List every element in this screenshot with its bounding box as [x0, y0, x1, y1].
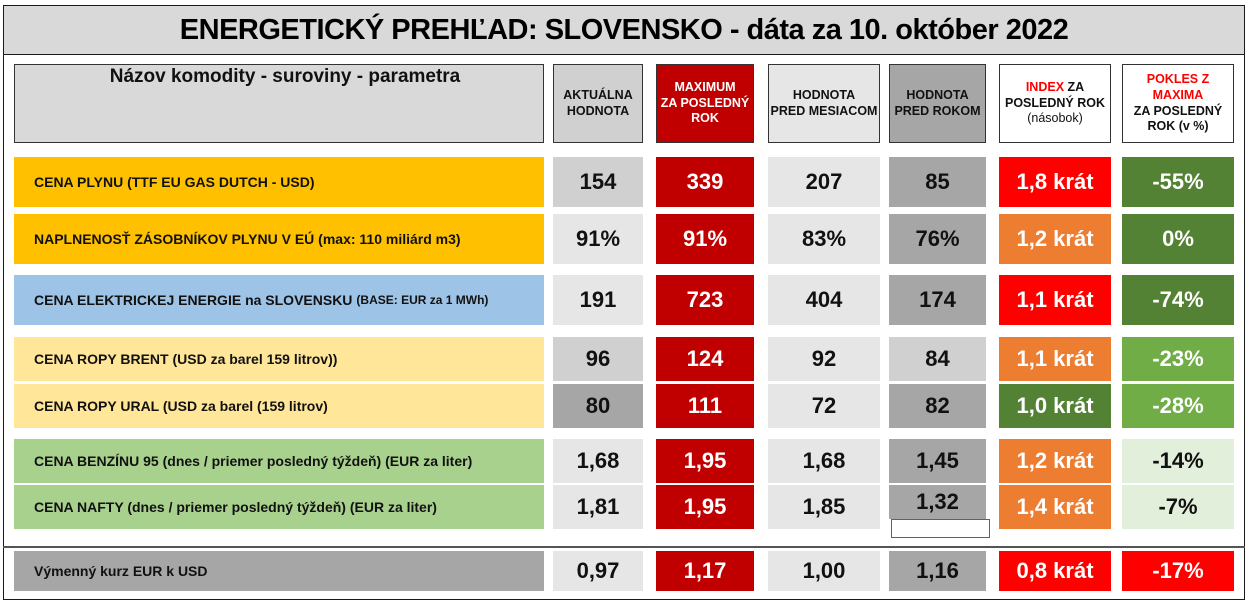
row-oil-brent-index: 1,1 krát [999, 337, 1111, 381]
row-exchange-name: Výmenný kurz EUR k USD [14, 551, 544, 591]
row-gas-storage-year: 76% [889, 214, 986, 264]
row-gas-price-index: 1,8 krát [999, 157, 1111, 207]
row-gas-storage-max: 91% [656, 214, 754, 264]
row-gas-price-name: CENA PLYNU (TTF EU GAS DUTCH - USD) [14, 157, 544, 207]
row-gas-storage-drop: 0% [1122, 214, 1234, 264]
row-exchange-year: 1,16 [889, 551, 986, 591]
row-petrol-index: 1,2 krát [999, 439, 1111, 483]
row-oil-ural-month: 72 [768, 384, 880, 428]
row-gas-price-current: 154 [553, 157, 643, 207]
row-electricity-note: (BASE: EUR za 1 MWh) [356, 293, 489, 307]
header-drop: POKLES Z MAXIMA ZA POSLEDNÝ ROK (v %) [1122, 64, 1234, 143]
header-current-line2: HODNOTA [566, 103, 630, 118]
header-index-line1: INDEX ZA [1026, 80, 1084, 96]
row-diesel-month: 1,85 [768, 485, 880, 529]
row-electricity-current: 191 [553, 275, 643, 325]
row-gas-price-drop: -55% [1122, 157, 1234, 207]
row-exchange-drop: -17% [1122, 551, 1234, 591]
row-exchange-current: 0,97 [553, 551, 643, 591]
row-oil-ural-current: 80 [553, 384, 643, 428]
row-oil-brent-current: 96 [553, 337, 643, 381]
header-max-line2: ZA POSLEDNÝ [660, 95, 750, 110]
header-month-line2: PRED MESIACOM [770, 103, 878, 118]
row-oil-ural-year: 82 [889, 384, 986, 428]
divider-summary [3, 546, 1245, 548]
row-electricity-name: CENA ELEKTRICKEJ ENERGIE na SLOVENSKU (BA… [14, 275, 544, 325]
row-gas-storage-name: NAPLNENOSŤ ZÁSOBNÍKOV PLYNU V EÚ (max: 1… [14, 214, 544, 264]
row-diesel-drop: -7% [1122, 485, 1234, 529]
row-petrol-drop: -14% [1122, 439, 1234, 483]
row-exchange-month: 1,00 [768, 551, 880, 591]
row-diesel-name: CENA NAFTY (dnes / priemer posledný týžd… [14, 485, 544, 529]
row-electricity-label: CENA ELEKTRICKEJ ENERGIE na SLOVENSKU [34, 292, 353, 308]
header-month-line1: HODNOTA [792, 87, 856, 102]
header-max-line3: ROK [691, 111, 719, 126]
row-petrol-month: 1,68 [768, 439, 880, 483]
header-drop-line2: MAXIMA [1152, 87, 1204, 102]
row-gas-price-max: 339 [656, 157, 754, 207]
row-oil-ural-max: 111 [656, 384, 754, 428]
selected-cell-outline[interactable] [891, 519, 990, 538]
header-index-line2: POSLEDNÝ ROK [1004, 95, 1105, 110]
header-index-accent: INDEX [1025, 80, 1065, 95]
row-diesel-index: 1,4 krát [999, 485, 1111, 529]
row-gas-price-month: 207 [768, 157, 880, 207]
row-oil-ural-name: CENA ROPY URAL (USD za barel (159 litrov… [14, 384, 544, 428]
header-year: HODNOTA PRED ROKOM [889, 64, 986, 143]
row-electricity-drop: -74% [1122, 275, 1234, 325]
header-drop-line1: POKLES Z [1146, 72, 1210, 87]
row-exchange-index: 0,8 krát [999, 551, 1111, 591]
row-gas-storage-index: 1,2 krát [999, 214, 1111, 264]
header-index-line3: (násobok) [1027, 111, 1083, 126]
row-electricity-index: 1,1 krát [999, 275, 1111, 325]
header-drop-line4: ROK (v %) [1147, 119, 1209, 134]
row-oil-brent-drop: -23% [1122, 337, 1234, 381]
row-petrol-name: CENA BENZÍNU 95 (dnes / priemer posledný… [14, 439, 544, 483]
header-max-line1: MAXIMUM [674, 80, 736, 95]
row-oil-brent-name: CENA ROPY BRENT (USD za barel 159 litrov… [14, 337, 544, 381]
header-current: AKTUÁLNA HODNOTA [553, 64, 643, 143]
row-petrol-current: 1,68 [553, 439, 643, 483]
row-oil-ural-drop: -28% [1122, 384, 1234, 428]
header-drop-line3: ZA POSLEDNÝ [1133, 103, 1223, 118]
header-year-line1: HODNOTA [906, 87, 969, 102]
row-oil-ural-index: 1,0 krát [999, 384, 1111, 428]
row-diesel-max: 1,95 [656, 485, 754, 529]
row-gas-price-year: 85 [889, 157, 986, 207]
row-petrol-max: 1,95 [656, 439, 754, 483]
header-name: Názov komodity - suroviny - parametra [14, 64, 544, 143]
row-diesel-current: 1,81 [553, 485, 643, 529]
row-oil-brent-max: 124 [656, 337, 754, 381]
page-title: ENERGETICKÝ PREHĽAD: SLOVENSKO - dáta za… [3, 5, 1245, 55]
row-gas-storage-current: 91% [553, 214, 643, 264]
header-max: MAXIMUM ZA POSLEDNÝ ROK [656, 64, 754, 143]
header-month: HODNOTA PRED MESIACOM [768, 64, 880, 143]
header-index-rest: ZA [1064, 80, 1085, 95]
header-index: INDEX ZA POSLEDNÝ ROK (násobok) [999, 64, 1111, 143]
row-petrol-year: 1,45 [889, 439, 986, 483]
header-year-line2: PRED ROKOM [894, 103, 981, 118]
row-oil-brent-year: 84 [889, 337, 986, 381]
header-current-line1: AKTUÁLNA [563, 87, 633, 102]
row-electricity-month: 404 [768, 275, 880, 325]
row-electricity-max: 723 [656, 275, 754, 325]
row-diesel-year: 1,32 [889, 485, 986, 519]
row-electricity-year: 174 [889, 275, 986, 325]
row-oil-brent-month: 92 [768, 337, 880, 381]
row-exchange-max: 1,17 [656, 551, 754, 591]
row-gas-storage-month: 83% [768, 214, 880, 264]
